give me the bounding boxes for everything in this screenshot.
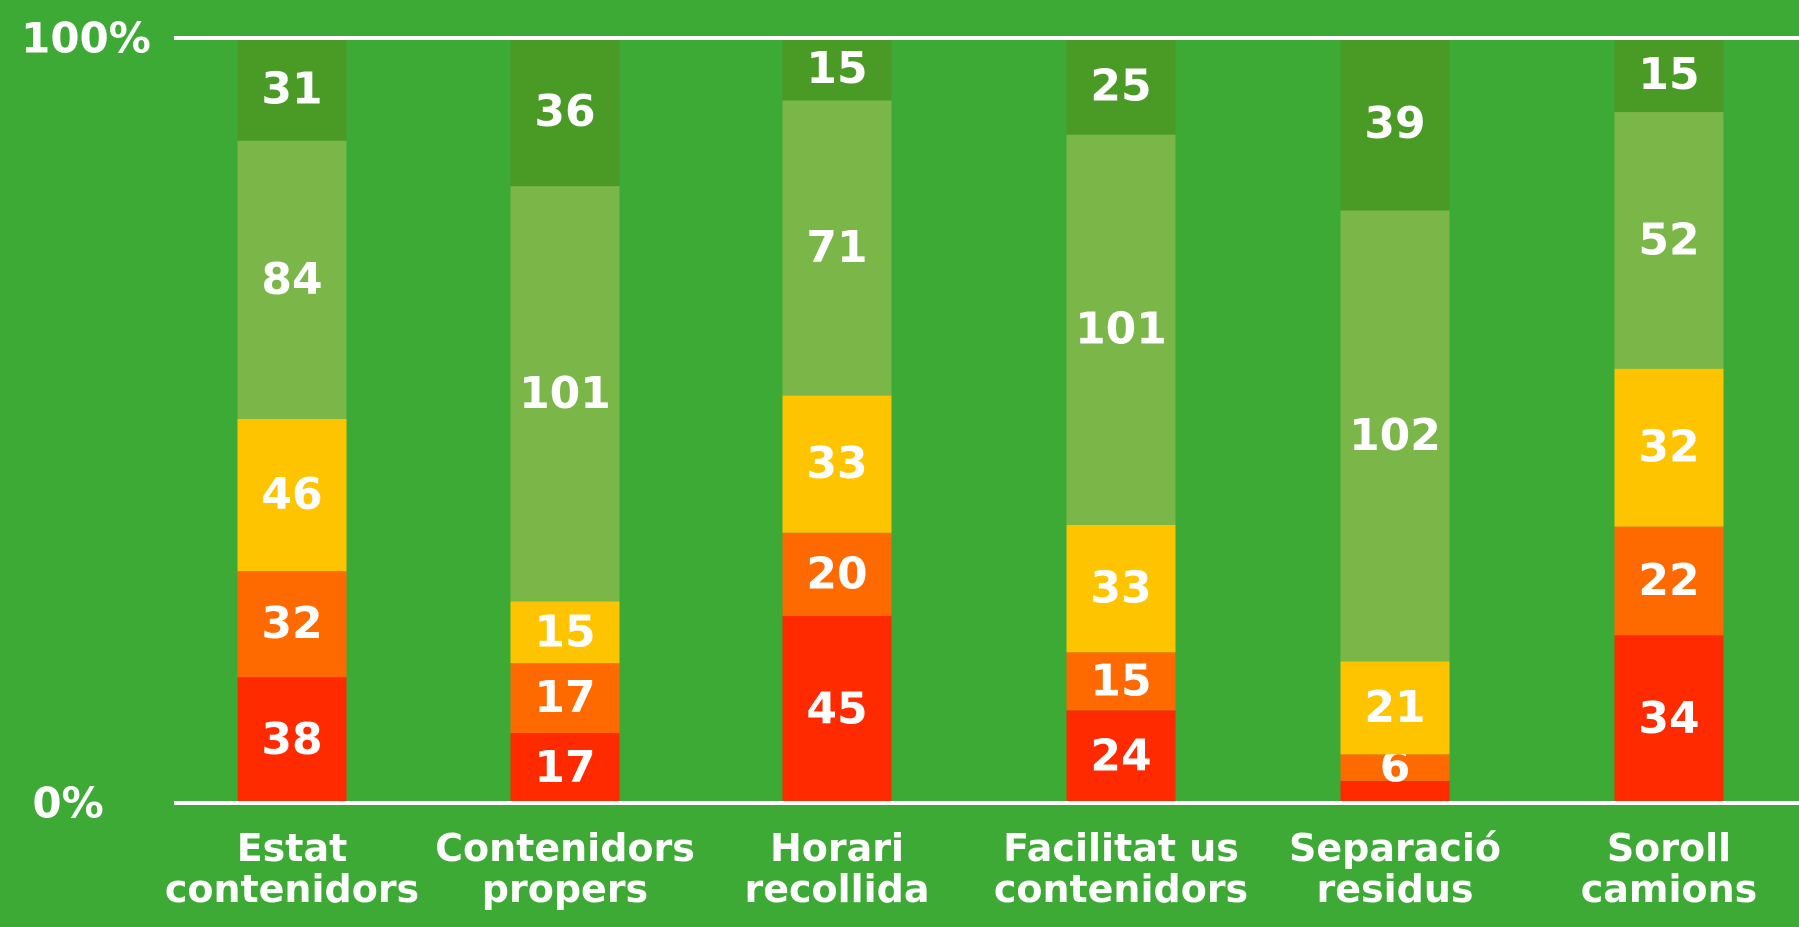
bar-segment <box>510 186 620 602</box>
bar-segment <box>782 38 892 101</box>
x-tick-label: Estat contenidors <box>164 826 420 912</box>
bar-segment <box>510 38 620 187</box>
data-label: 17 <box>534 742 595 793</box>
bar-segment <box>1066 38 1176 135</box>
x-tick-label: Contenidors propers <box>435 826 695 912</box>
bar-segment <box>1614 38 1724 113</box>
data-label: 45 <box>806 683 867 734</box>
data-label: 20 <box>806 548 867 599</box>
bar-segment <box>782 615 892 803</box>
data-label: 15 <box>1638 49 1699 100</box>
bar-segment <box>1066 710 1176 803</box>
bar-segment <box>1340 38 1450 211</box>
data-label: 46 <box>261 469 322 520</box>
data-label: 39 <box>1364 98 1425 149</box>
bar-segment <box>1614 368 1724 527</box>
bar-segment <box>1066 652 1176 711</box>
data-label: 15 <box>1090 655 1151 706</box>
data-label: 31 <box>261 63 322 114</box>
data-label: 101 <box>1075 304 1167 355</box>
bar-segment <box>237 38 347 141</box>
x-tick-label: Horari recollida <box>744 826 930 912</box>
bar-segment <box>237 677 347 803</box>
data-label: 24 <box>1090 731 1151 782</box>
data-label: 25 <box>1090 60 1151 111</box>
data-label: 17 <box>534 672 595 723</box>
data-label: 34 <box>1638 693 1699 744</box>
data-label: 36 <box>534 86 595 137</box>
bar-segment <box>1614 635 1724 803</box>
data-label: 15 <box>534 606 595 657</box>
bar-segment <box>1614 526 1724 636</box>
y-tick-label: 100% <box>21 14 151 63</box>
data-label: 71 <box>806 222 867 273</box>
x-tick-label: Facilitat us contenidors <box>993 826 1249 912</box>
bar-segment <box>510 601 620 664</box>
bar-segment <box>1340 780 1450 803</box>
data-label: 32 <box>1638 422 1699 473</box>
bar-segment <box>1340 210 1450 662</box>
x-tick-label: Separació residus <box>1288 826 1502 912</box>
bar-segment <box>510 663 620 734</box>
data-label: 22 <box>1638 555 1699 606</box>
bar-segment <box>1340 754 1450 781</box>
data-label: 33 <box>1090 563 1151 614</box>
bar-segment <box>1066 134 1176 525</box>
data-label: 21 <box>1364 682 1425 733</box>
data-label: 15 <box>806 43 867 94</box>
data-label: 38 <box>261 714 322 765</box>
bar-segment <box>1614 112 1724 369</box>
bar-segment <box>237 140 347 419</box>
bar-segment <box>782 395 892 533</box>
bar-segment <box>1066 524 1176 653</box>
bar-segment <box>510 733 620 803</box>
data-label: 32 <box>261 598 322 649</box>
data-label: 52 <box>1638 214 1699 265</box>
x-tick-label: Soroll camions <box>1580 826 1758 912</box>
data-label: 33 <box>806 438 867 489</box>
data-label: 101 <box>519 368 611 419</box>
y-tick-label: 0% <box>32 779 103 828</box>
bar-segment <box>782 100 892 396</box>
bar-segment <box>1340 661 1450 755</box>
data-label: 102 <box>1349 410 1441 461</box>
data-label: 84 <box>261 254 322 305</box>
bar-segment <box>237 418 347 572</box>
bar-segment <box>782 532 892 616</box>
bar-segment <box>237 571 347 678</box>
